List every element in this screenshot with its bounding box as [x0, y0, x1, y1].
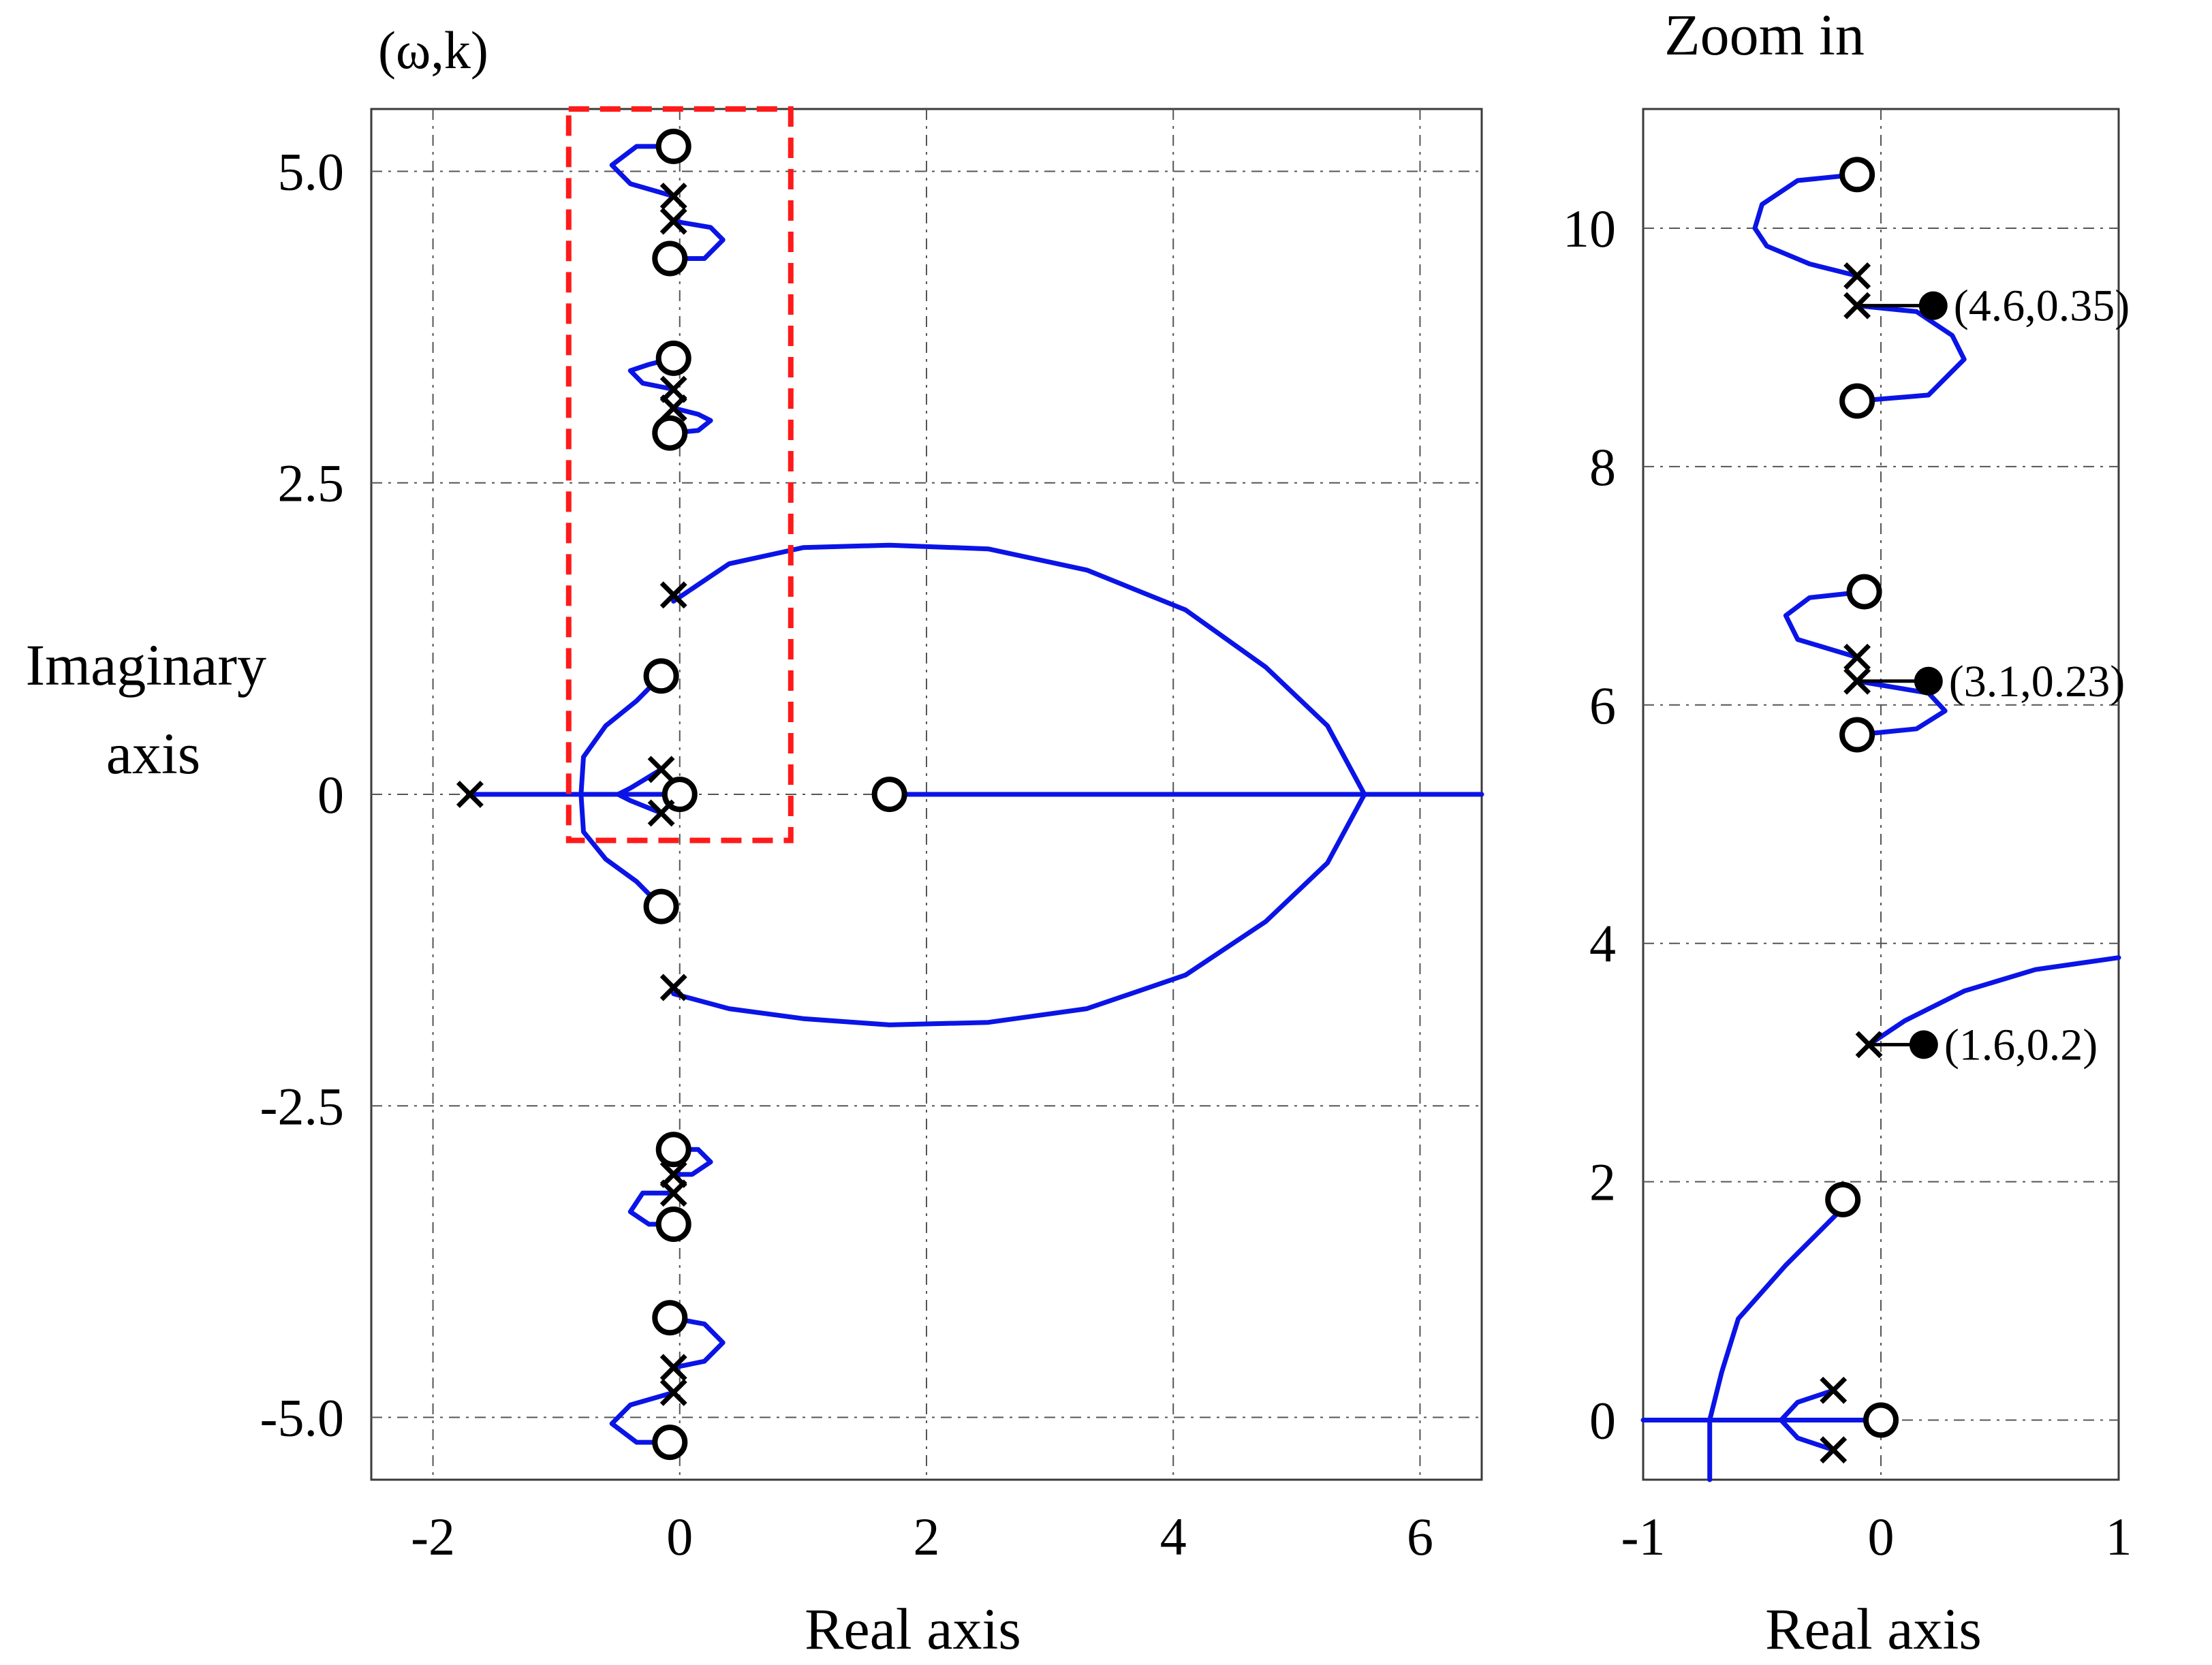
y-tick-label: 0 — [317, 765, 344, 824]
annotation-label: (1.6,0.2) — [1944, 1020, 2098, 1070]
pole-marker — [659, 1160, 687, 1188]
locus-z-inner-branch — [1707, 1203, 1848, 1482]
pole-marker — [659, 581, 687, 609]
pole-marker — [1820, 1376, 1848, 1404]
locus-z-loop-segment — [1867, 955, 2121, 1047]
zero-marker — [1839, 157, 1875, 193]
locus-z-arc-fourth — [1854, 679, 1948, 737]
y-tick-label: 0 — [1589, 1391, 1616, 1450]
zero-marker — [655, 1132, 691, 1168]
locus-z-arc-second — [1854, 303, 1967, 404]
zero-marker — [1863, 1402, 1899, 1438]
locus-pair-1-lower-b — [609, 1390, 676, 1445]
y-tick-label: -2.5 — [260, 1076, 344, 1136]
zero-marker — [655, 340, 691, 376]
locus-z-arc-top — [1752, 172, 1860, 279]
zoom-x-axis-label: Real axis — [1765, 1596, 1982, 1662]
y-tick-label: 6 — [1589, 676, 1616, 735]
x-tick-label: 1 — [2106, 1507, 2132, 1566]
locus-inner-branch-upper — [578, 673, 664, 797]
x-tick-label: -1 — [1621, 1507, 1666, 1566]
zero-marker — [655, 128, 691, 164]
locus-inner-pole-branch — [615, 766, 664, 815]
zero-marker — [643, 888, 679, 924]
y-tick-label: 2 — [1589, 1153, 1616, 1212]
pole-marker — [659, 1179, 687, 1207]
zero-marker — [1846, 574, 1882, 610]
annotation-label: (3.1,0.23) — [1949, 657, 2125, 706]
pole-marker — [1843, 643, 1871, 671]
y-tick-label: 4 — [1589, 914, 1616, 974]
locus-pair-1-upper-b — [667, 219, 726, 261]
pole-marker — [647, 756, 675, 783]
zoom-locus — [1640, 172, 2121, 1482]
x-tick-label: 0 — [1868, 1507, 1895, 1566]
locus-large-loop-upper — [671, 542, 1367, 797]
zero-marker — [871, 777, 907, 812]
pole-marker — [659, 207, 687, 235]
y-tick-label: 5.0 — [278, 142, 345, 201]
y-tick-label: 10 — [1563, 199, 1616, 258]
pole-marker — [659, 1379, 687, 1406]
x-tick-label: 0 — [666, 1507, 693, 1566]
annotation-dot — [1918, 291, 1948, 320]
pole-marker — [647, 799, 675, 827]
locus-pair-2-upper-b — [667, 405, 713, 436]
locus-pair-1-lower-a — [667, 1315, 726, 1370]
pole-marker — [659, 394, 687, 422]
main-y-axis-label-line1: Imaginary — [26, 632, 266, 698]
zoom-plot-title: Zoom in — [1664, 2, 1865, 67]
zero-marker — [1839, 717, 1875, 753]
annotation-dot — [1909, 1030, 1938, 1059]
locus-inner-branch-lower — [578, 792, 664, 909]
zoom-annotations: (4.6,0.35) (3.1,0.23) (1.6,0.2) — [1857, 281, 2130, 1070]
main-locus — [467, 144, 1484, 1445]
x-tick-label: 6 — [1407, 1507, 1433, 1566]
main-markers — [456, 128, 907, 1461]
locus-z-arc-third — [1783, 589, 1867, 660]
pole-marker — [659, 974, 687, 1001]
pole-marker — [659, 1354, 687, 1382]
annotation-label: (4.6,0.35) — [1954, 281, 2130, 331]
pole-marker — [659, 375, 687, 403]
y-tick-label: -5.0 — [260, 1388, 344, 1448]
main-plot-panel: -2 0 2 4 6 5.0 2.5 0 -2.5 -5.0 (ω,k) Real axis Im… — [26, 20, 1484, 1662]
zero-marker — [652, 1425, 688, 1461]
y-tick-label: 2.5 — [278, 454, 345, 513]
locus-z-pole-branch — [1778, 1388, 1836, 1452]
zoom-region-box — [565, 106, 794, 843]
pole-marker — [1843, 262, 1871, 290]
pole-marker — [456, 781, 484, 808]
pole-marker — [659, 183, 687, 210]
main-y-axis-label: Imaginary axis — [26, 632, 281, 786]
zero-marker — [643, 658, 679, 694]
y-tick-label: 8 — [1589, 437, 1616, 497]
annotation-dot — [1914, 666, 1943, 696]
locus-large-loop-lower — [671, 792, 1367, 1027]
zoom-markers — [1820, 157, 1899, 1464]
zero-marker — [1839, 383, 1875, 419]
zero-marker — [655, 1207, 691, 1243]
locus-pair-1-upper-a — [609, 144, 676, 199]
main-x-axis-label: Real axis — [805, 1596, 1021, 1662]
x-tick-label: 4 — [1160, 1507, 1187, 1566]
main-plot-title: (ω,k) — [378, 20, 488, 80]
main-tick-labels: -2 0 2 4 6 5.0 2.5 0 -2.5 -5.0 — [260, 142, 1433, 1566]
zero-marker — [1825, 1181, 1861, 1217]
x-tick-label: 2 — [914, 1507, 940, 1566]
zero-marker — [652, 240, 688, 277]
zero-marker — [652, 415, 688, 451]
zoom-plot-panel: (4.6,0.35)(3.1,0.23)(1.6,0.2) -1 0 1024681… — [1563, 2, 2132, 1662]
main-y-axis-label-line2: axis — [106, 721, 201, 786]
pole-marker — [1820, 1436, 1848, 1464]
zero-marker — [652, 1300, 688, 1336]
x-tick-label: -2 — [411, 1507, 455, 1566]
